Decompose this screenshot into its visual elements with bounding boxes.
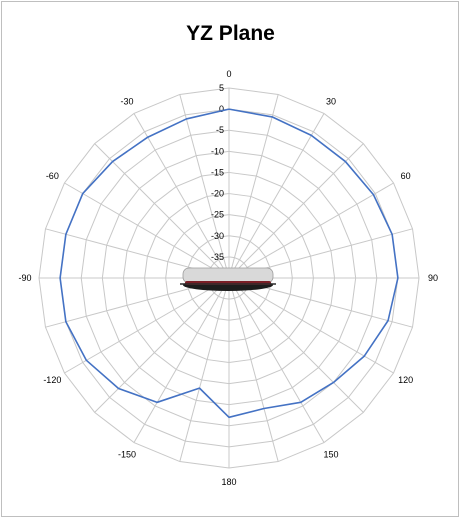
angle-label: -150 <box>118 450 136 460</box>
radial-tick-label: -35 <box>211 252 224 262</box>
angle-label: 60 <box>401 171 411 181</box>
angle-label: -30 <box>120 96 133 106</box>
grid-spoke <box>228 277 394 374</box>
radial-tick-label: 5 <box>219 83 224 93</box>
angle-label: 120 <box>398 375 413 385</box>
series-line <box>59 108 399 419</box>
angle-label: 0 <box>226 69 231 79</box>
angle-label: -90 <box>18 273 31 283</box>
radial-tick-label: 0 <box>219 104 224 114</box>
grid-spoke <box>228 113 325 279</box>
device-body <box>182 267 274 284</box>
chart-title: YZ Plane <box>186 22 275 45</box>
angle-label: -120 <box>43 375 61 385</box>
grid-spoke <box>133 277 230 443</box>
series-layer <box>59 108 399 419</box>
radial-tick-labels: 5 0 -5 -10 -15 -20 -25 -30 -35 <box>211 83 224 262</box>
device-illustration <box>180 267 276 291</box>
radial-tick-label: -10 <box>211 146 224 156</box>
grid-spoke <box>228 182 394 279</box>
grid-spoke <box>228 143 364 279</box>
grid-spoke <box>133 113 230 279</box>
radial-tick-label: -20 <box>211 189 224 199</box>
grid-spoke <box>228 94 279 279</box>
angle-label: 30 <box>326 96 336 106</box>
grid-spoke <box>64 182 230 279</box>
radial-tick-label: -5 <box>216 125 224 135</box>
radial-tick-label: -15 <box>211 167 224 177</box>
radial-tick-label: -25 <box>211 210 224 220</box>
angle-label: 90 <box>428 273 438 283</box>
grid-spoke <box>94 143 230 279</box>
grid-spoke <box>179 277 230 462</box>
grid-spoke <box>179 94 230 279</box>
grid-spoke <box>228 277 364 413</box>
angle-label: 180 <box>221 477 236 487</box>
angle-label: 150 <box>323 450 338 460</box>
radial-tick-label: -30 <box>211 231 224 241</box>
grid-spoke <box>64 277 230 374</box>
angle-label: -60 <box>46 171 59 181</box>
grid-spoke <box>94 277 230 413</box>
grid-spoke <box>228 277 325 443</box>
grid-spoke <box>228 277 279 462</box>
